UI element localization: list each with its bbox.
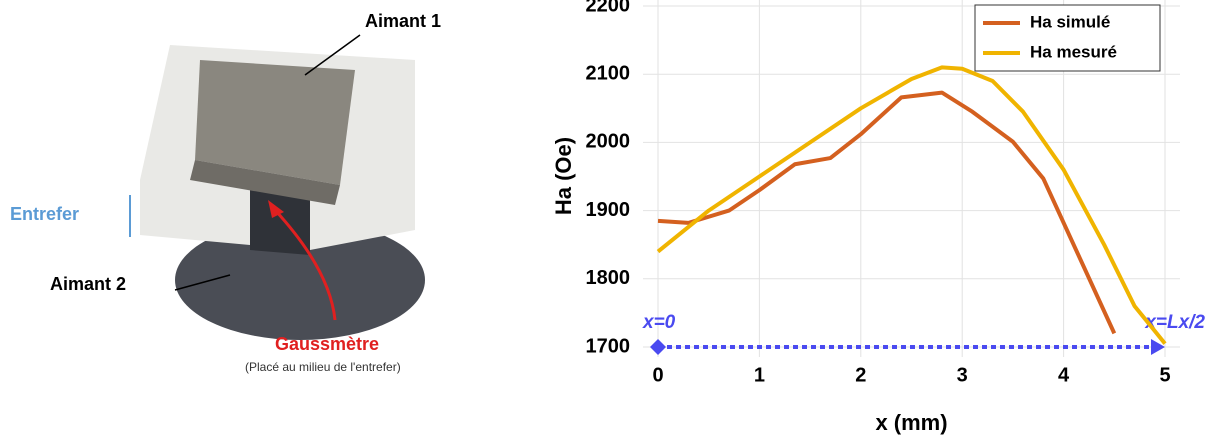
- diamond: [650, 339, 666, 355]
- label: Aimant 2: [50, 274, 126, 294]
- pointer: [304, 34, 361, 76]
- legend-label: Ha mesuré: [1030, 42, 1117, 61]
- magnet-1-edge: [190, 160, 340, 205]
- y-tick-label: 1700: [586, 335, 631, 357]
- x-axis-label: x (mm): [875, 410, 947, 435]
- photo: Aimant 1 Entrefer Aimant 2 Gaussmètre (P…: [10, 11, 441, 374]
- arrow-head: [1151, 339, 1165, 355]
- x-tick-label: 3: [957, 364, 968, 386]
- label: (Placé au milieu de l'entrefer): [245, 360, 401, 374]
- line: [657, 90, 1117, 335]
- y-tick-label: 1800: [586, 267, 631, 289]
- legend: [974, 4, 1161, 72]
- annotation: x=0: [642, 312, 676, 333]
- label: Aimant 1: [365, 11, 441, 31]
- x-tick-label: 1: [754, 364, 765, 386]
- x-tick-label: 4: [1058, 364, 1070, 386]
- y-tick-label: 2100: [586, 62, 631, 84]
- y-tick-label: 2000: [586, 131, 631, 153]
- annotation: x=Lx/2: [1144, 312, 1205, 333]
- pointer: [174, 274, 231, 291]
- y-axis-label: Ha (Oe): [551, 137, 576, 215]
- x-tick-label: 5: [1159, 364, 1170, 386]
- line: [656, 65, 1167, 345]
- probe-arrow: [273, 208, 337, 321]
- label: Entrefer: [10, 204, 79, 224]
- y-tick-label: 2200: [586, 0, 631, 16]
- x-tick-label: 2: [855, 364, 866, 386]
- label: Gaussmètre: [275, 334, 379, 354]
- probe-arrow-head: [268, 200, 284, 218]
- chart: 1700 1800 1900 2000 2100 2200 0 1 2 3 4 5 x (mm) Ha (…: [551, 0, 1205, 435]
- x-tick-label: 0: [652, 364, 663, 386]
- y-tick-label: 1900: [586, 199, 631, 221]
- legend-label: Ha simulé: [1030, 12, 1110, 31]
- magnet-1-shape: [195, 60, 355, 185]
- magnet-2-shape: [175, 220, 425, 340]
